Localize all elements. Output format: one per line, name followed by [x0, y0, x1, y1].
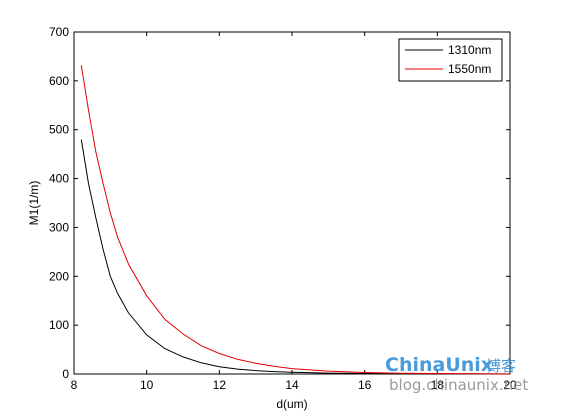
y-tick-label: 0 — [62, 367, 69, 381]
x-tick-label: 16 — [358, 378, 372, 392]
watermark-url: blog.chinaunix.net — [389, 376, 528, 394]
watermark-brand: ChinaUnix — [385, 354, 493, 376]
x-tick-label: 10 — [140, 378, 154, 392]
watermark-brand-cn: 博客 — [486, 357, 516, 375]
y-tick-label: 300 — [49, 220, 69, 234]
x-tick-label: 12 — [213, 378, 227, 392]
legend-label-1550nm: 1550nm — [448, 62, 491, 76]
x-tick-label: 18 — [431, 378, 445, 392]
y-tick-label: 700 — [49, 25, 69, 39]
x-tick-label: 14 — [285, 378, 299, 392]
series-lines — [80, 65, 511, 375]
plot-area — [73, 31, 511, 375]
legend-box — [398, 38, 503, 82]
y-tick-label: 500 — [49, 123, 69, 137]
y-tick-label: 400 — [49, 172, 69, 186]
x-tick-label: 8 — [71, 378, 78, 392]
legend-label-1310nm: 1310nm — [448, 43, 491, 57]
series-line-1310nm — [80, 139, 511, 375]
x-axis-label: d(um) — [276, 397, 307, 411]
legend: 1310nm 1550nm — [398, 38, 503, 82]
y-tick-label: 200 — [49, 269, 69, 283]
x-tick-label: 20 — [503, 378, 517, 392]
y-tick-label: 600 — [49, 74, 69, 88]
watermark: ChinaUnix 博客 blog.chinaunix.net — [385, 354, 528, 394]
series-line-1550nm — [80, 65, 511, 375]
y-tick-label: 100 — [49, 318, 69, 332]
y-axis-label: M1(1/m) — [27, 181, 41, 226]
